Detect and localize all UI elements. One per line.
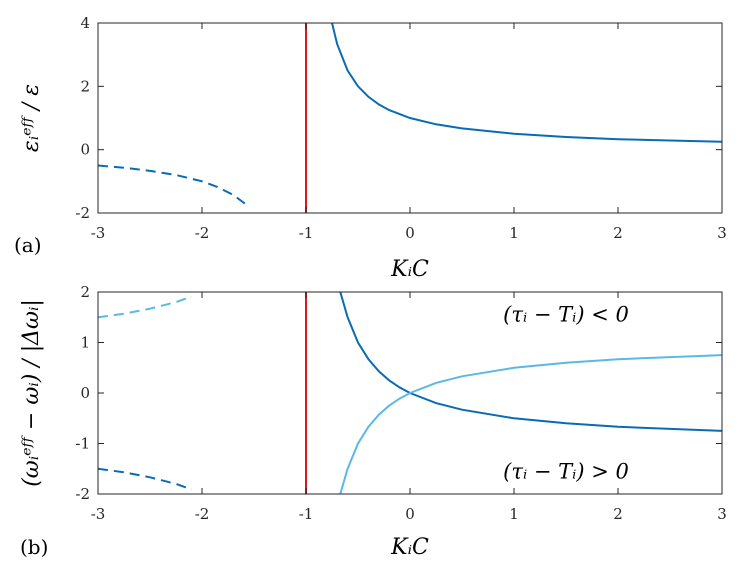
x-tick-label: 0: [405, 224, 415, 242]
x-tick-label: 1: [509, 224, 519, 242]
series-line-1: [98, 295, 192, 319]
panel-label: (b): [20, 535, 48, 559]
x-tick-label: 3: [717, 224, 727, 242]
x-tick-label: -2: [195, 505, 210, 523]
y-tick-label: -2: [75, 485, 90, 503]
y-tick-label: 2: [80, 283, 90, 301]
series-line-1: [98, 164, 250, 209]
series-line-2: [98, 467, 192, 491]
y-tick-label: -2: [75, 204, 90, 222]
annotation-2: (τᵢ − Tᵢ) > 0: [503, 459, 629, 483]
y-axis-label: εᵢᵉᶠᶠ / ε: [19, 84, 44, 152]
x-tick-label: -3: [91, 505, 106, 523]
annotation-1: (τᵢ − Tᵢ) < 0: [503, 303, 629, 327]
panel-label: (a): [14, 233, 42, 257]
y-tick-label: 0: [80, 141, 90, 159]
series-line-4: [339, 354, 722, 494]
y-axis-label: (ωᵢᵉᶠᶠ − ωᵢ) / |Δωᵢ|: [19, 299, 44, 487]
y-tick-label: 0: [80, 384, 90, 402]
y-tick-label: 4: [80, 14, 90, 32]
x-tick-label: 0: [405, 505, 415, 523]
x-axis-label: KᵢC: [390, 257, 429, 282]
x-tick-label: -1: [299, 224, 314, 242]
y-tick-label: 2: [80, 77, 90, 95]
x-tick-label: -3: [91, 224, 106, 242]
x-tick-label: -2: [195, 224, 210, 242]
x-axis-label: KᵢC: [390, 535, 429, 560]
series-line-2: [331, 23, 722, 143]
x-tick-label: 2: [613, 505, 623, 523]
x-tick-label: 2: [613, 224, 623, 242]
y-tick-label: -1: [75, 435, 90, 453]
x-tick-label: 3: [717, 505, 727, 523]
y-tick-label: 1: [80, 334, 90, 352]
x-tick-label: -1: [299, 505, 314, 523]
x-tick-label: 1: [509, 505, 519, 523]
